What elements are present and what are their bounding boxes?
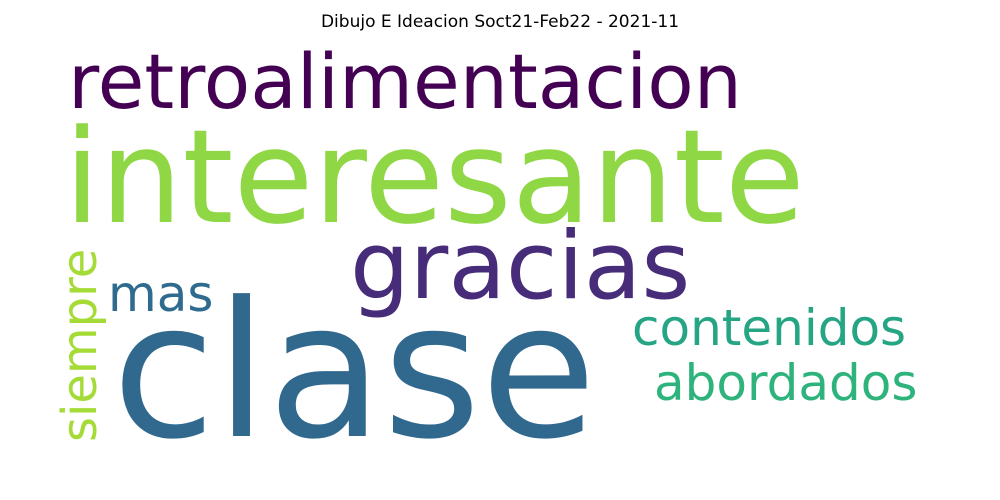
chart-title: Dibujo E Ideacion Soct21-Feb22 - 2021-11 xyxy=(320,12,680,32)
word-abordados: abordados xyxy=(654,354,917,412)
word-contenidos: contenidos xyxy=(632,299,906,357)
word-interesante: interesante xyxy=(64,101,805,253)
word-siempre: siempre xyxy=(52,249,108,442)
word-retroalimentacion: retroalimentacion xyxy=(68,37,742,126)
word-clase: clase xyxy=(112,262,596,481)
word-gracias: gracias xyxy=(350,212,690,321)
word-mas: mas xyxy=(108,265,213,323)
